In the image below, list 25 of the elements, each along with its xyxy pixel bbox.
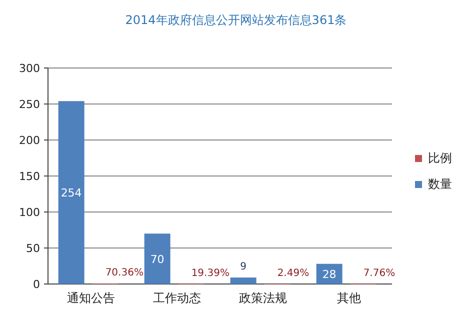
y-tick-label: 100 — [19, 206, 40, 219]
y-tick-label: 200 — [19, 134, 40, 147]
chart-title: 2014年政府信息公开网站发布信息361条 — [125, 13, 347, 27]
data-label: 28 — [322, 268, 336, 281]
y-tick-label: 50 — [26, 242, 40, 255]
data-label: 254 — [60, 186, 82, 200]
y-tick-label: 0 — [33, 278, 40, 291]
legend-label: 比例 — [428, 151, 452, 165]
data-label: 70 — [150, 252, 164, 266]
x-tick-label: 其他 — [337, 291, 361, 305]
y-tick-label: 150 — [19, 170, 40, 183]
data-label: 9 — [240, 262, 247, 273]
data-label: 7.76% — [363, 268, 396, 279]
y-tick-label: 300 — [19, 62, 40, 75]
x-tick-label: 工作动态 — [153, 291, 201, 305]
x-tick-label: 通知公告 — [67, 291, 115, 305]
bar — [58, 101, 84, 284]
bar — [230, 278, 256, 284]
legend-label: 数量 — [428, 177, 452, 191]
data-label: 70.36% — [105, 267, 144, 278]
x-tick-label: 政策法规 — [239, 291, 287, 305]
bar — [144, 234, 170, 284]
data-label: 2.49% — [277, 268, 310, 279]
data-label: 19.39% — [191, 268, 230, 279]
y-tick-label: 250 — [19, 98, 40, 111]
